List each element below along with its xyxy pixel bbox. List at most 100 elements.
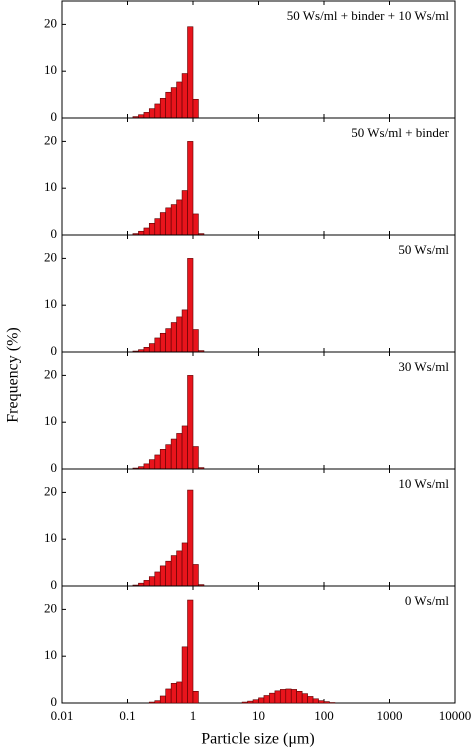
panel-label: 0 Ws/ml [405,593,450,608]
y-tick-label: 10 [44,647,57,662]
y-tick-label: 0 [51,694,58,709]
bar [263,695,270,704]
bar [170,322,177,353]
bar [192,213,199,236]
y-tick-label: 20 [44,600,57,615]
panel-frame [61,351,456,470]
bar [187,26,194,119]
bar [187,375,194,470]
x-tick-label: 0.1 [119,708,135,723]
x-axis-label: Particle size (μm) [201,731,314,748]
panel-label: 50 Ws/ml + binder [351,125,449,140]
panel-label: 10 Ws/ml [398,476,449,491]
bar [159,212,166,236]
bar [165,444,172,470]
bar [148,343,156,353]
bar [170,555,177,587]
x-tick-label: 10000 [439,708,472,723]
y-tick-label: 10 [44,413,57,428]
bar [170,87,177,119]
bar [154,454,161,470]
x-tick-label: 1 [190,708,197,723]
panel-frame [61,585,456,704]
bar [143,347,150,353]
bar [154,571,161,587]
bar [176,433,183,470]
y-tick-label: 0 [51,343,58,358]
bar [181,425,188,470]
bar [187,599,194,704]
bar [274,690,281,704]
bar [176,550,183,587]
bar [148,223,156,236]
bar [187,489,194,587]
bar [143,227,150,236]
bar [318,700,325,704]
bar [159,695,166,704]
bar [143,112,150,119]
bar [187,258,194,353]
panel-frame [61,234,456,353]
bar [181,73,188,119]
y-tick-label: 20 [44,366,57,381]
x-tick-label: 0.01 [51,708,74,723]
bar [192,329,199,353]
bar [165,207,172,236]
bar [170,438,177,470]
bar [148,108,156,119]
bar [187,141,194,236]
bar [148,576,156,587]
bar [290,689,297,704]
bar [307,696,314,704]
x-tick-label: 1000 [377,708,403,723]
x-tick-label: 10 [252,708,265,723]
bar [181,646,188,704]
bar [181,309,188,353]
bar [312,698,319,704]
y-tick-label: 20 [44,132,57,147]
bar [165,560,172,587]
bar [241,701,248,704]
bar [165,328,172,353]
bar [258,697,265,704]
bar [165,688,172,704]
bar [138,230,145,236]
bar [176,81,183,119]
bar [159,565,166,587]
bar [159,449,166,470]
bar [269,692,276,704]
bar [154,700,161,704]
bar [192,98,199,119]
panel-label: 50 Ws/ml [398,242,449,257]
x-tick-label: 100 [314,708,334,723]
panel-label: 30 Ws/ml [398,359,449,374]
bar [170,683,177,704]
bar [323,701,330,704]
y-tick-label: 10 [44,530,57,545]
bar [247,700,254,704]
y-tick-label: 0 [51,109,58,124]
bar [154,103,161,119]
bar [176,316,183,353]
bar [148,459,156,470]
y-tick-label: 10 [44,179,57,194]
bar [279,689,287,704]
bar [192,446,199,470]
bar [159,332,166,353]
y-tick-label: 0 [51,577,58,592]
y-tick-label: 0 [51,460,58,475]
bar [159,98,166,119]
y-tick-label: 10 [44,62,57,77]
y-tick-label: 20 [44,249,57,264]
y-axis-label: Frequency (%) [5,327,22,423]
bar [165,91,172,119]
bar [285,688,292,704]
bar [143,463,150,470]
bar [296,690,303,704]
bar [301,693,308,704]
y-tick-label: 20 [44,483,57,498]
bar [192,564,199,587]
panel-frame [61,468,456,587]
panel-label: 50 Ws/ml + binder + 10 Ws/ml [287,8,450,23]
